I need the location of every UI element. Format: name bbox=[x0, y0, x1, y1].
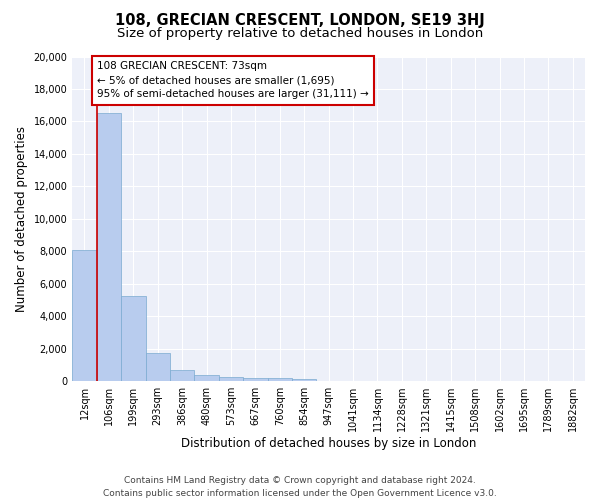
Bar bbox=[170, 370, 194, 381]
Text: 108, GRECIAN CRESCENT, LONDON, SE19 3HJ: 108, GRECIAN CRESCENT, LONDON, SE19 3HJ bbox=[115, 12, 485, 28]
Bar bbox=[243, 378, 268, 381]
Bar bbox=[146, 352, 170, 381]
Bar bbox=[121, 296, 146, 381]
Bar bbox=[268, 378, 292, 381]
Text: 108 GRECIAN CRESCENT: 73sqm
← 5% of detached houses are smaller (1,695)
95% of s: 108 GRECIAN CRESCENT: 73sqm ← 5% of deta… bbox=[97, 62, 369, 100]
Bar bbox=[219, 376, 243, 381]
Y-axis label: Number of detached properties: Number of detached properties bbox=[15, 126, 28, 312]
Bar bbox=[194, 376, 219, 381]
Text: Size of property relative to detached houses in London: Size of property relative to detached ho… bbox=[117, 28, 483, 40]
Bar bbox=[292, 378, 316, 381]
Bar bbox=[72, 250, 97, 381]
Text: Contains HM Land Registry data © Crown copyright and database right 2024.
Contai: Contains HM Land Registry data © Crown c… bbox=[103, 476, 497, 498]
X-axis label: Distribution of detached houses by size in London: Distribution of detached houses by size … bbox=[181, 437, 476, 450]
Bar bbox=[97, 114, 121, 381]
